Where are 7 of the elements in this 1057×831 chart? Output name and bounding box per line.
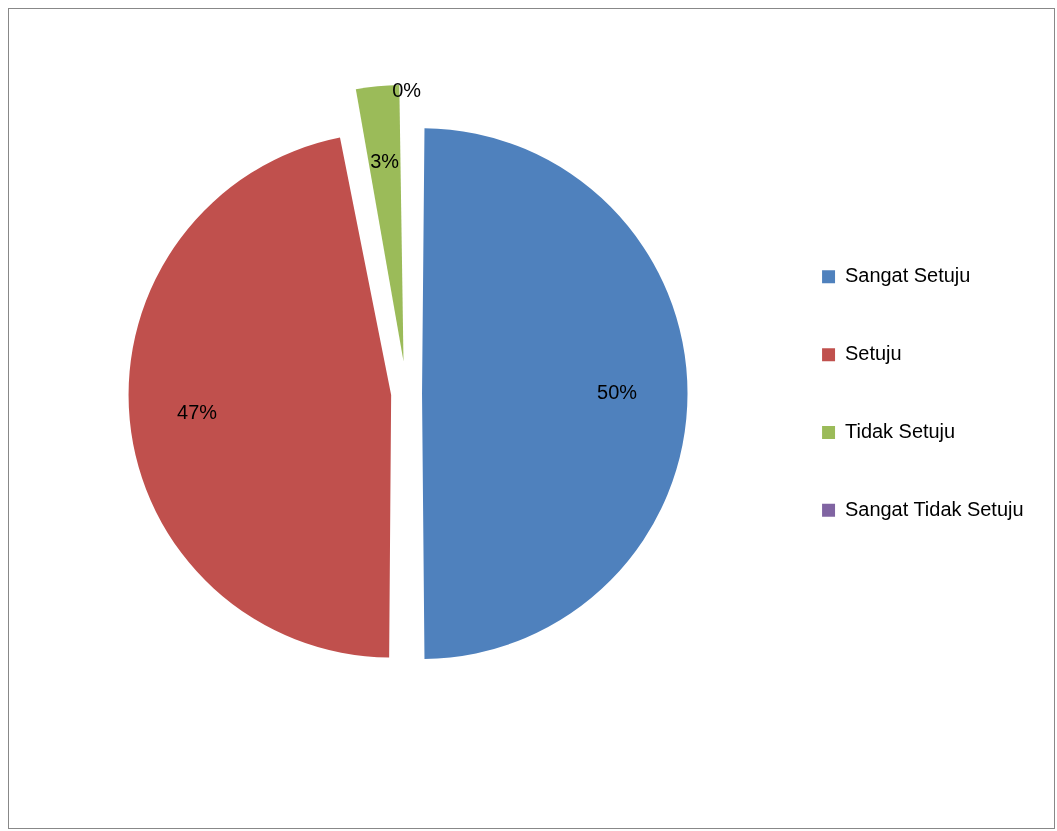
data-label: 3%	[370, 149, 400, 172]
legend-label: Sangat Setuju	[845, 264, 971, 287]
legend-label: Tidak Setuju	[845, 419, 956, 442]
data-label: 47%	[177, 400, 218, 423]
data-label: 50%	[597, 381, 638, 404]
legend-label: Sangat Tidak Setuju	[845, 497, 1024, 520]
legend-label: Setuju	[845, 342, 902, 365]
